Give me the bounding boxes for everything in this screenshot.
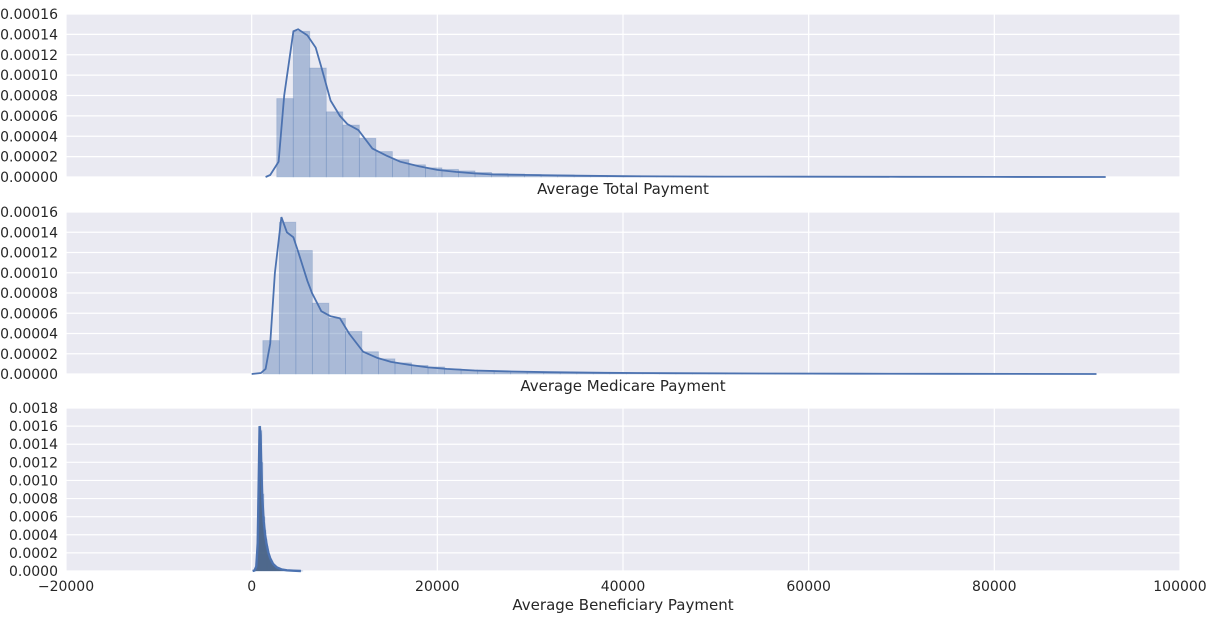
histogram-bar: [408, 164, 426, 178]
y-tick-label: 0.00008: [0, 286, 58, 302]
panel-average-medicare-payment: 0.00000 0.00002 0.00004 0.00006 0.00008 0.000…: [0, 205, 1181, 395]
histogram-bar: [309, 67, 327, 178]
x-axis-label: Average Medicare Payment: [520, 377, 725, 395]
y-tick-label: 0.0002: [9, 546, 58, 562]
panel-average-total-payment: 0.00000 0.00002 0.00004 0.00006 0.00008 0.000…: [0, 7, 1181, 198]
y-tick-label: 0.0000: [9, 564, 58, 580]
gridlines: [65, 407, 1181, 572]
histogram-bar: [375, 151, 393, 178]
x-tick-label: 0: [247, 579, 256, 595]
y-tick-label: 0.00004: [0, 327, 58, 343]
x-axis-label: Average Beneficiary Payment: [512, 596, 733, 614]
y-tick-label: 0.0006: [9, 510, 58, 526]
y-tick-label: 0.00014: [0, 27, 58, 43]
histogram-bar: [276, 98, 294, 178]
y-tick-label: 0.00008: [0, 89, 58, 105]
y-tick-label: 0.00002: [0, 347, 58, 363]
y-tick-label: 0.0018: [9, 401, 58, 417]
y-tick-labels: 0.00000 0.00002 0.00004 0.00006 0.00008 0.000…: [0, 205, 58, 383]
y-tick-label: 0.0008: [9, 492, 58, 508]
histogram-bar: [425, 167, 443, 178]
y-tick-labels: 0.0000 0.0002 0.0004 0.0006 0.0008 0.0010 0.00…: [9, 401, 58, 580]
y-tick-label: 0.00010: [0, 68, 58, 84]
x-tick-label: 40000: [601, 579, 646, 595]
panel-average-beneficiary-payment: 0.0000 0.0002 0.0004 0.0006 0.0008 0.0010 0.00…: [9, 401, 1207, 614]
histogram-bar: [358, 137, 377, 178]
y-tick-label: 0.00000: [0, 170, 58, 186]
y-tick-label: 0.00012: [0, 246, 58, 262]
y-tick-label: 0.00006: [0, 306, 58, 322]
histogram-bar: [394, 362, 412, 375]
y-tick-labels: 0.00000 0.00002 0.00004 0.00006 0.00008 0.000…: [0, 7, 58, 186]
x-tick-label: 80000: [972, 579, 1017, 595]
histogram-bar: [278, 221, 297, 375]
y-tick-label: 0.00000: [0, 367, 58, 383]
histogram-bar: [311, 302, 330, 375]
x-axis-label: Average Total Payment: [537, 180, 709, 198]
gridlines: [65, 13, 1181, 178]
kde-curve: [265, 28, 1106, 178]
y-tick-label: 0.00012: [0, 48, 58, 64]
y-tick-label: 0.0012: [9, 455, 58, 471]
y-tick-label: 0.00010: [0, 266, 58, 282]
kde-curve: [251, 216, 1097, 375]
y-tick-label: 0.0004: [9, 528, 58, 544]
x-tick-labels: −20000 0 20000 40000 60000 80000 100000: [38, 579, 1207, 595]
histogram-bar: [342, 124, 360, 178]
x-tick-label: 100000: [1153, 579, 1206, 595]
y-tick-label: 0.0010: [9, 473, 58, 489]
y-tick-label: 0.00016: [0, 7, 58, 23]
x-tick-label: −20000: [38, 579, 94, 595]
x-tick-label: 20000: [415, 579, 460, 595]
y-tick-label: 0.0016: [9, 419, 58, 435]
y-tick-label: 0.00006: [0, 109, 58, 125]
gridlines: [65, 211, 1181, 375]
y-tick-label: 0.00016: [0, 205, 58, 221]
kde-curve: [252, 425, 301, 573]
histogram-bar: [328, 317, 346, 375]
y-tick-label: 0.0014: [9, 437, 58, 453]
histogram-bar: [325, 111, 344, 178]
x-tick-label: 60000: [786, 579, 831, 595]
histogram-bar: [392, 159, 410, 178]
histogram-bar: [292, 30, 311, 178]
y-tick-label: 0.00014: [0, 225, 58, 241]
histogram-bar: [427, 366, 445, 375]
y-tick-label: 0.00002: [0, 150, 58, 166]
y-tick-label: 0.00004: [0, 129, 58, 145]
histogram-bar: [345, 331, 363, 375]
histogram-bar: [441, 168, 459, 178]
